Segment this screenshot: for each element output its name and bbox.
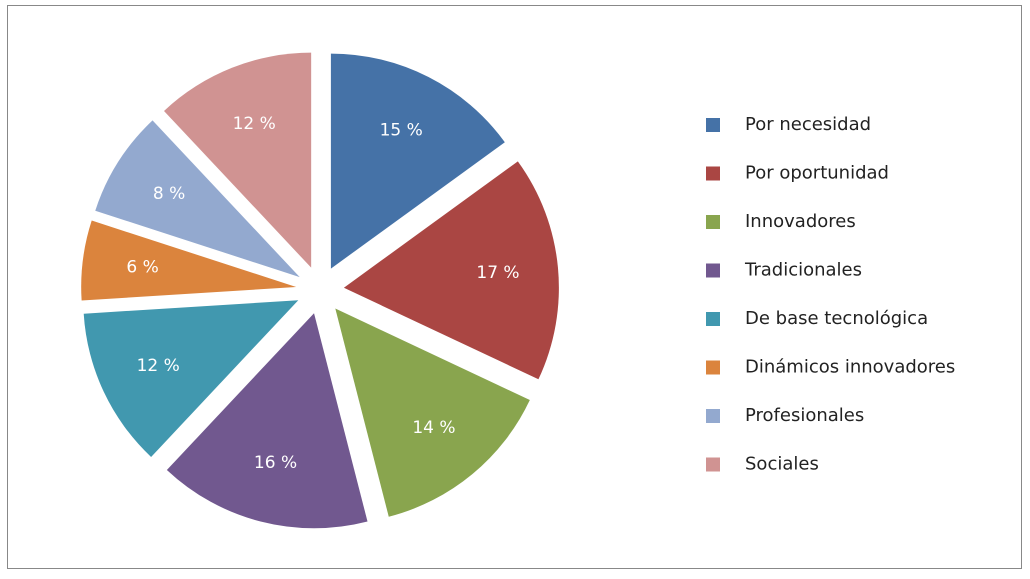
slice-label: 6 % xyxy=(126,258,158,278)
slice-label: 15 % xyxy=(380,121,423,141)
pie-slice xyxy=(166,313,368,529)
legend-label: Dinámicos innovadores xyxy=(745,357,955,378)
pie-slice xyxy=(343,161,559,380)
legend-swatch xyxy=(706,409,720,423)
legend-label: Tradicionales xyxy=(744,260,862,281)
pie-slice xyxy=(335,308,530,517)
slice-label: 12 % xyxy=(233,114,276,134)
pie-slice xyxy=(81,220,297,301)
legend-swatch xyxy=(706,457,720,472)
legend-label: Innovadores xyxy=(745,211,856,232)
legend-label: Por necesidad xyxy=(745,114,871,135)
slice-label: 8 % xyxy=(153,184,185,204)
legend-swatch xyxy=(706,215,720,229)
legend-label: Sociales xyxy=(745,454,819,475)
slice-label: 12 % xyxy=(137,356,180,376)
slice-label: 17 % xyxy=(476,263,519,283)
legend-swatch xyxy=(706,118,720,132)
legend-swatch xyxy=(706,360,720,375)
pie-slice xyxy=(163,52,312,268)
legend-swatch xyxy=(706,263,720,278)
legend-label: Por oportunidad xyxy=(745,163,889,184)
legend-label: Profesionales xyxy=(745,405,864,426)
legend-swatch xyxy=(706,166,720,181)
slice-label: 14 % xyxy=(412,418,455,438)
legend-swatch xyxy=(706,312,720,326)
slice-label: 16 % xyxy=(254,453,297,473)
legend-label: De base tecnológica xyxy=(745,308,928,329)
pie-slice xyxy=(330,53,505,269)
pie-slice xyxy=(95,120,300,278)
pie-slice xyxy=(83,300,299,457)
